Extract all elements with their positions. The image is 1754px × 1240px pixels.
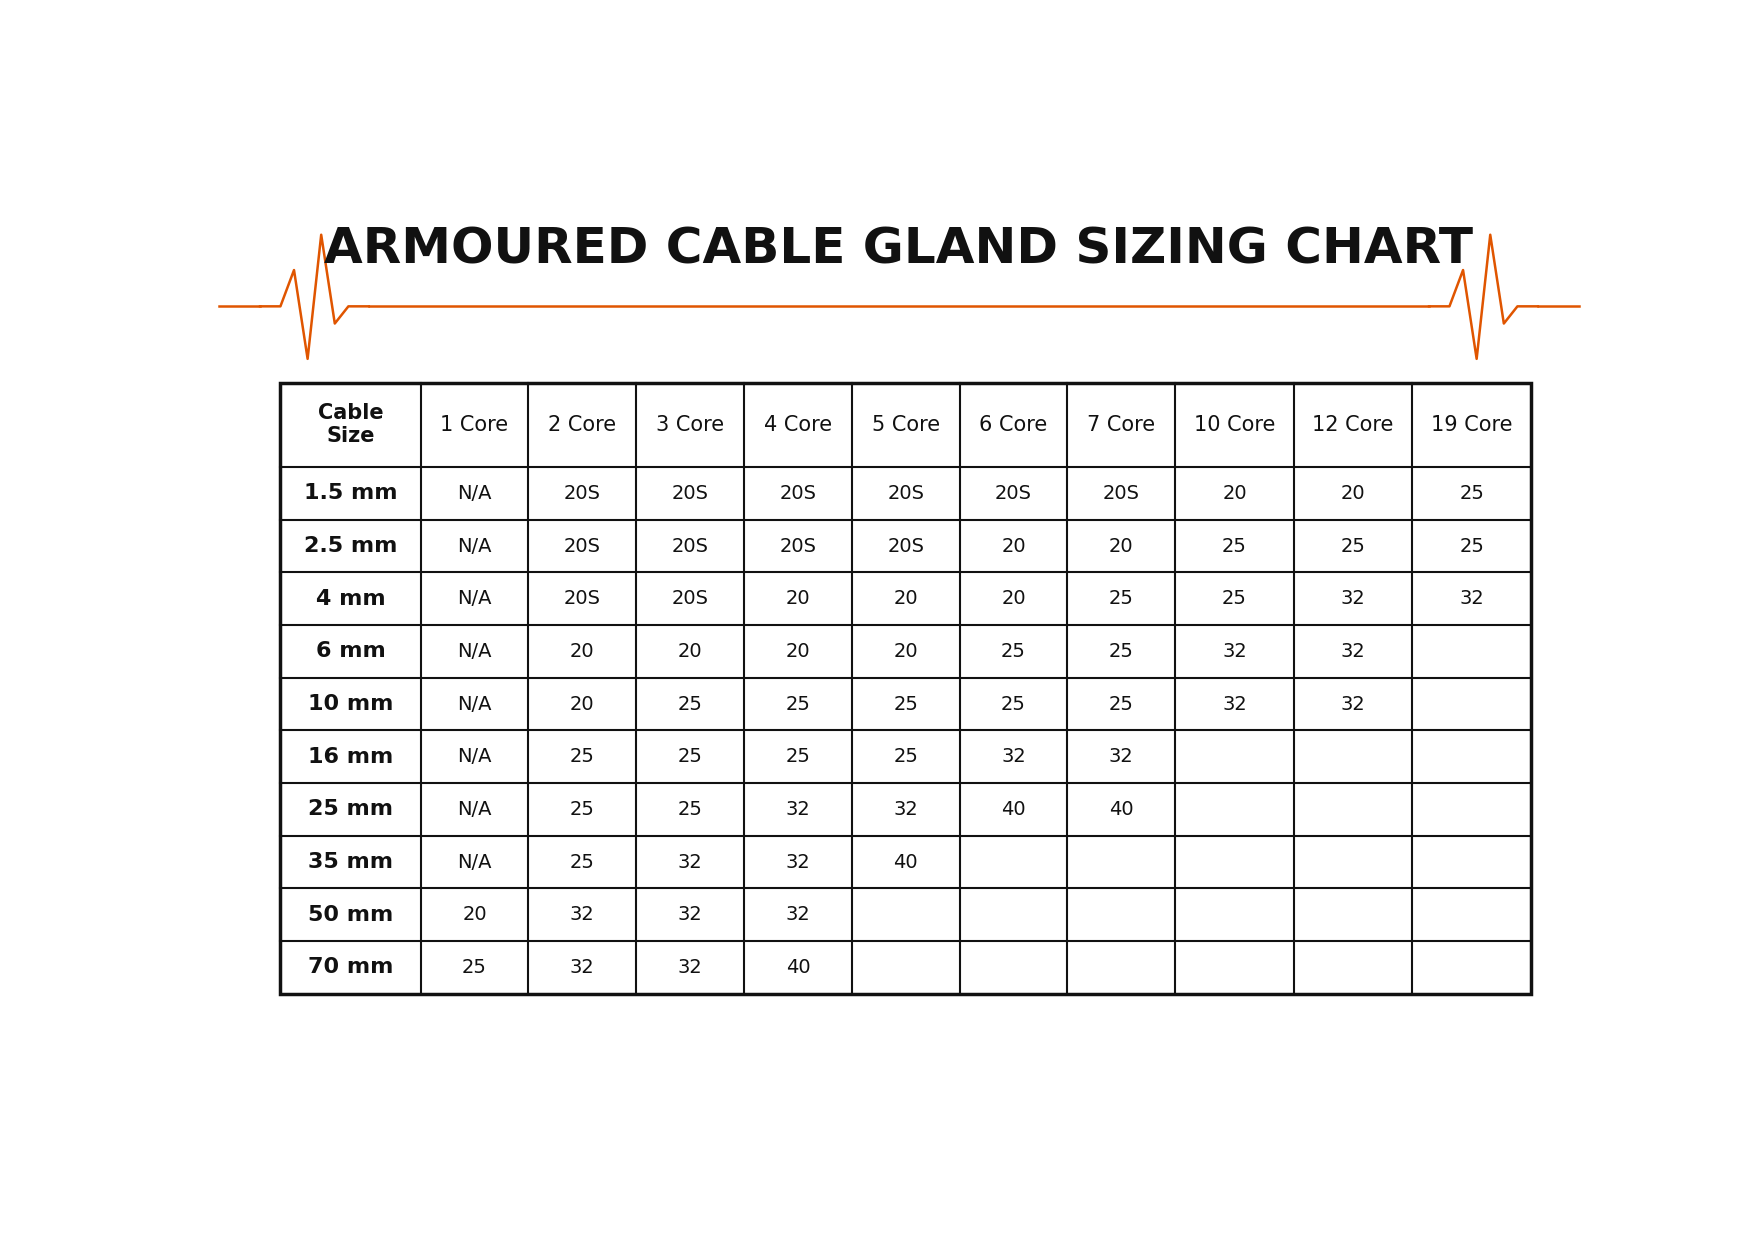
Text: 25: 25 bbox=[1002, 642, 1026, 661]
Text: 32: 32 bbox=[1340, 642, 1366, 661]
Text: 20S: 20S bbox=[779, 537, 816, 556]
Text: N/A: N/A bbox=[458, 484, 491, 503]
Text: N/A: N/A bbox=[458, 853, 491, 872]
Text: 6 Core: 6 Core bbox=[979, 415, 1047, 435]
Text: 25: 25 bbox=[1223, 537, 1247, 556]
Text: Cable
Size: Cable Size bbox=[317, 403, 384, 446]
Text: 25: 25 bbox=[570, 800, 595, 818]
Text: 19 Core: 19 Core bbox=[1431, 415, 1512, 435]
Text: 5 Core: 5 Core bbox=[872, 415, 940, 435]
Text: 1 Core: 1 Core bbox=[440, 415, 509, 435]
Text: 6 mm: 6 mm bbox=[316, 641, 386, 661]
Text: 25: 25 bbox=[1002, 694, 1026, 713]
Text: 25: 25 bbox=[1223, 589, 1247, 608]
Text: 32: 32 bbox=[893, 800, 917, 818]
Text: 25: 25 bbox=[1340, 537, 1366, 556]
Text: 40: 40 bbox=[786, 959, 810, 977]
Text: 20: 20 bbox=[677, 642, 702, 661]
Text: 32: 32 bbox=[1340, 589, 1366, 608]
Text: 20: 20 bbox=[461, 905, 488, 924]
Text: 25: 25 bbox=[1109, 589, 1133, 608]
Text: 32: 32 bbox=[1223, 694, 1247, 713]
Text: 20S: 20S bbox=[1103, 484, 1140, 503]
Text: 2 Core: 2 Core bbox=[549, 415, 616, 435]
Bar bbox=[281, 383, 1531, 993]
Text: 20: 20 bbox=[1340, 484, 1365, 503]
Text: 1.5 mm: 1.5 mm bbox=[303, 484, 396, 503]
Text: N/A: N/A bbox=[458, 537, 491, 556]
Text: 32: 32 bbox=[570, 905, 595, 924]
Text: 20S: 20S bbox=[672, 484, 709, 503]
Text: 70 mm: 70 mm bbox=[307, 957, 393, 977]
Text: 25: 25 bbox=[893, 748, 917, 766]
Text: 40: 40 bbox=[1109, 800, 1133, 818]
Text: 25 mm: 25 mm bbox=[309, 800, 393, 820]
Text: 10 Core: 10 Core bbox=[1194, 415, 1275, 435]
Text: 20: 20 bbox=[786, 589, 810, 608]
Text: 20S: 20S bbox=[779, 484, 816, 503]
Text: 32: 32 bbox=[677, 905, 702, 924]
Text: 32: 32 bbox=[786, 905, 810, 924]
Text: 20S: 20S bbox=[563, 484, 602, 503]
Text: 35 mm: 35 mm bbox=[309, 852, 393, 872]
Text: 12 Core: 12 Core bbox=[1312, 415, 1394, 435]
Text: 20S: 20S bbox=[672, 537, 709, 556]
Text: 32: 32 bbox=[570, 959, 595, 977]
Text: 32: 32 bbox=[677, 853, 702, 872]
Text: N/A: N/A bbox=[458, 694, 491, 713]
Text: 20: 20 bbox=[1002, 589, 1026, 608]
Text: 25: 25 bbox=[1109, 694, 1133, 713]
Text: 25: 25 bbox=[570, 748, 595, 766]
Text: 20: 20 bbox=[893, 642, 917, 661]
Text: 32: 32 bbox=[1459, 589, 1484, 608]
Text: 25: 25 bbox=[1459, 537, 1484, 556]
Text: 20: 20 bbox=[893, 589, 917, 608]
Text: 20S: 20S bbox=[672, 589, 709, 608]
Text: 4 mm: 4 mm bbox=[316, 589, 386, 609]
Text: 20: 20 bbox=[786, 642, 810, 661]
Text: 20: 20 bbox=[1109, 537, 1133, 556]
Text: 32: 32 bbox=[1109, 748, 1133, 766]
Text: 25: 25 bbox=[677, 694, 703, 713]
Text: N/A: N/A bbox=[458, 748, 491, 766]
Text: 20: 20 bbox=[1223, 484, 1247, 503]
Text: 20S: 20S bbox=[563, 537, 602, 556]
Text: 32: 32 bbox=[1223, 642, 1247, 661]
Text: 25: 25 bbox=[786, 694, 810, 713]
Text: 40: 40 bbox=[893, 853, 917, 872]
Text: 25: 25 bbox=[677, 748, 703, 766]
Text: 20S: 20S bbox=[888, 537, 924, 556]
Text: 20: 20 bbox=[570, 642, 595, 661]
Text: 20S: 20S bbox=[563, 589, 602, 608]
Text: 40: 40 bbox=[1002, 800, 1026, 818]
Text: 20: 20 bbox=[1002, 537, 1026, 556]
Text: 25: 25 bbox=[1459, 484, 1484, 503]
Text: 25: 25 bbox=[786, 748, 810, 766]
Text: 50 mm: 50 mm bbox=[309, 905, 393, 925]
Text: 3 Core: 3 Core bbox=[656, 415, 724, 435]
Text: 25: 25 bbox=[1109, 642, 1133, 661]
Text: 4 Core: 4 Core bbox=[763, 415, 831, 435]
Text: 25: 25 bbox=[461, 959, 488, 977]
Text: 20S: 20S bbox=[995, 484, 1031, 503]
Text: N/A: N/A bbox=[458, 642, 491, 661]
Text: 32: 32 bbox=[1340, 694, 1366, 713]
Text: 32: 32 bbox=[786, 853, 810, 872]
Text: 32: 32 bbox=[677, 959, 702, 977]
Text: 25: 25 bbox=[677, 800, 703, 818]
Text: 2.5 mm: 2.5 mm bbox=[303, 536, 396, 556]
Text: 20: 20 bbox=[570, 694, 595, 713]
Text: 32: 32 bbox=[786, 800, 810, 818]
Text: ARMOURED CABLE GLAND SIZING CHART: ARMOURED CABLE GLAND SIZING CHART bbox=[324, 224, 1473, 273]
Text: 32: 32 bbox=[1002, 748, 1026, 766]
Text: 7 Core: 7 Core bbox=[1087, 415, 1156, 435]
Text: 10 mm: 10 mm bbox=[307, 694, 393, 714]
Text: 16 mm: 16 mm bbox=[309, 746, 393, 766]
Text: N/A: N/A bbox=[458, 800, 491, 818]
Text: 25: 25 bbox=[570, 853, 595, 872]
Text: N/A: N/A bbox=[458, 589, 491, 608]
Text: 25: 25 bbox=[893, 694, 917, 713]
Text: 20S: 20S bbox=[888, 484, 924, 503]
